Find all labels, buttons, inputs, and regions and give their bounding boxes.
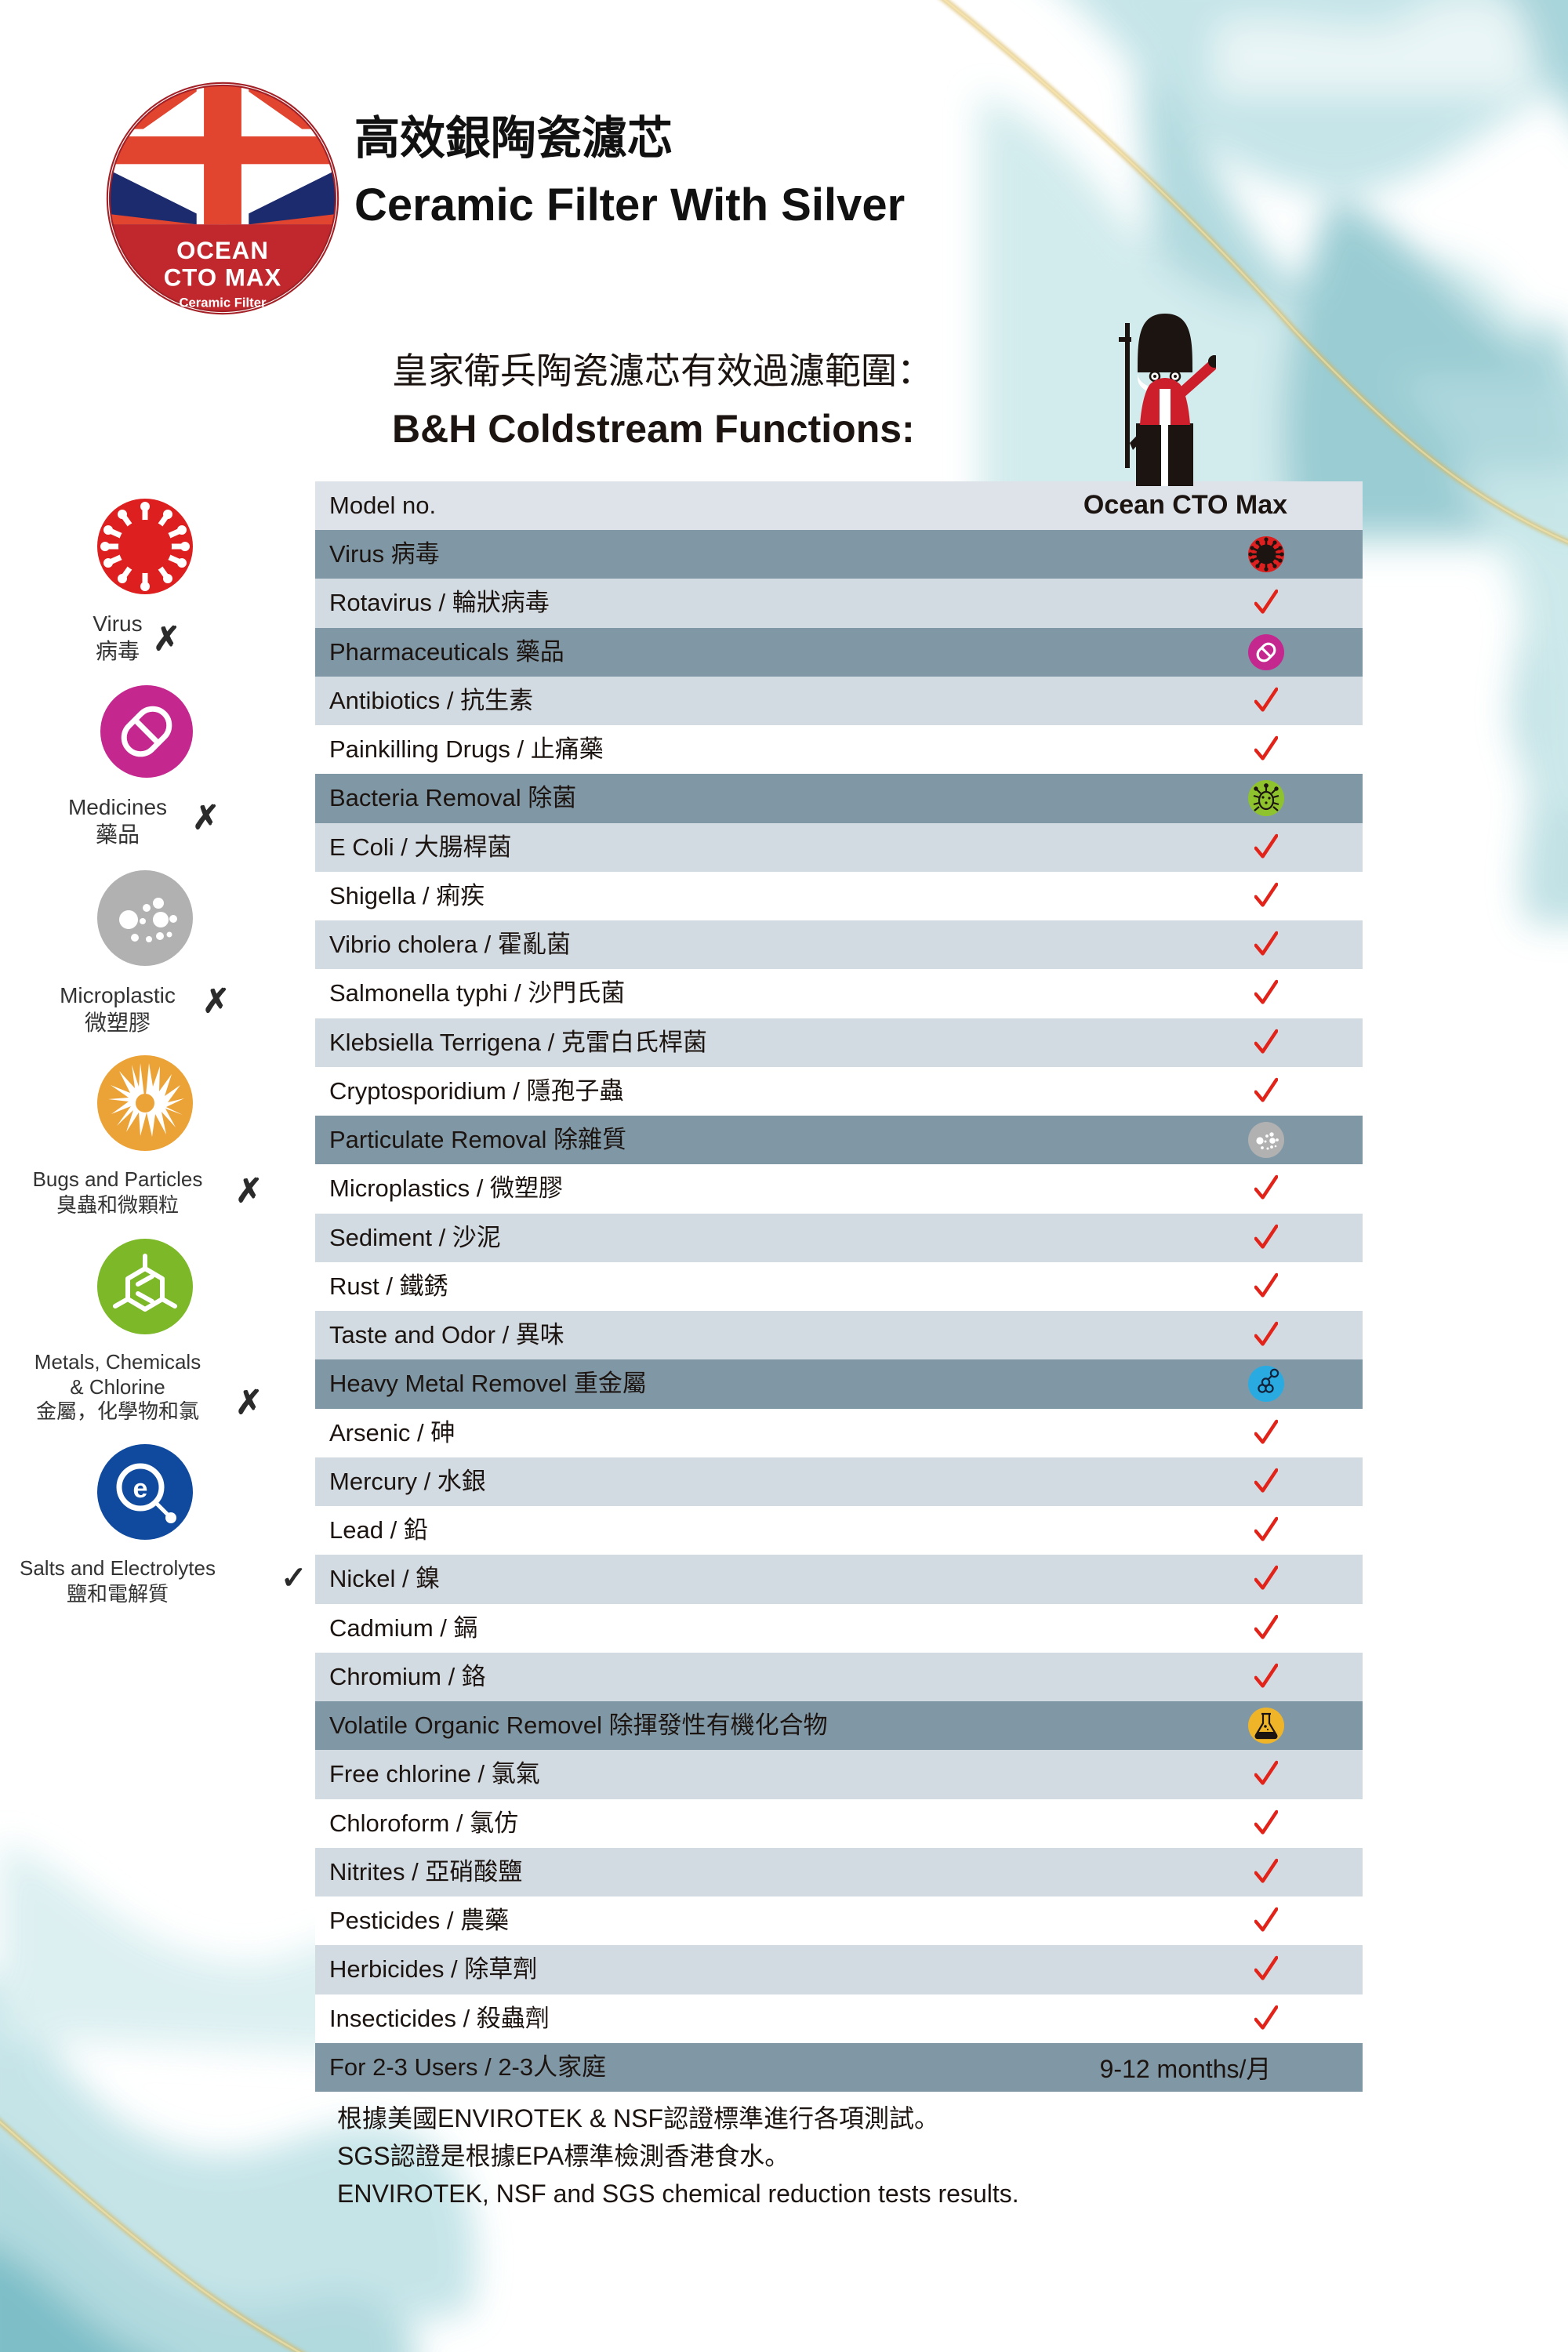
svg-text:CTO MAX: CTO MAX	[164, 263, 282, 291]
svg-text:e: e	[133, 1474, 148, 1504]
svg-text:OCEAN: OCEAN	[176, 237, 269, 264]
svg-text:Ceramic Filter: Ceramic Filter	[180, 295, 267, 310]
